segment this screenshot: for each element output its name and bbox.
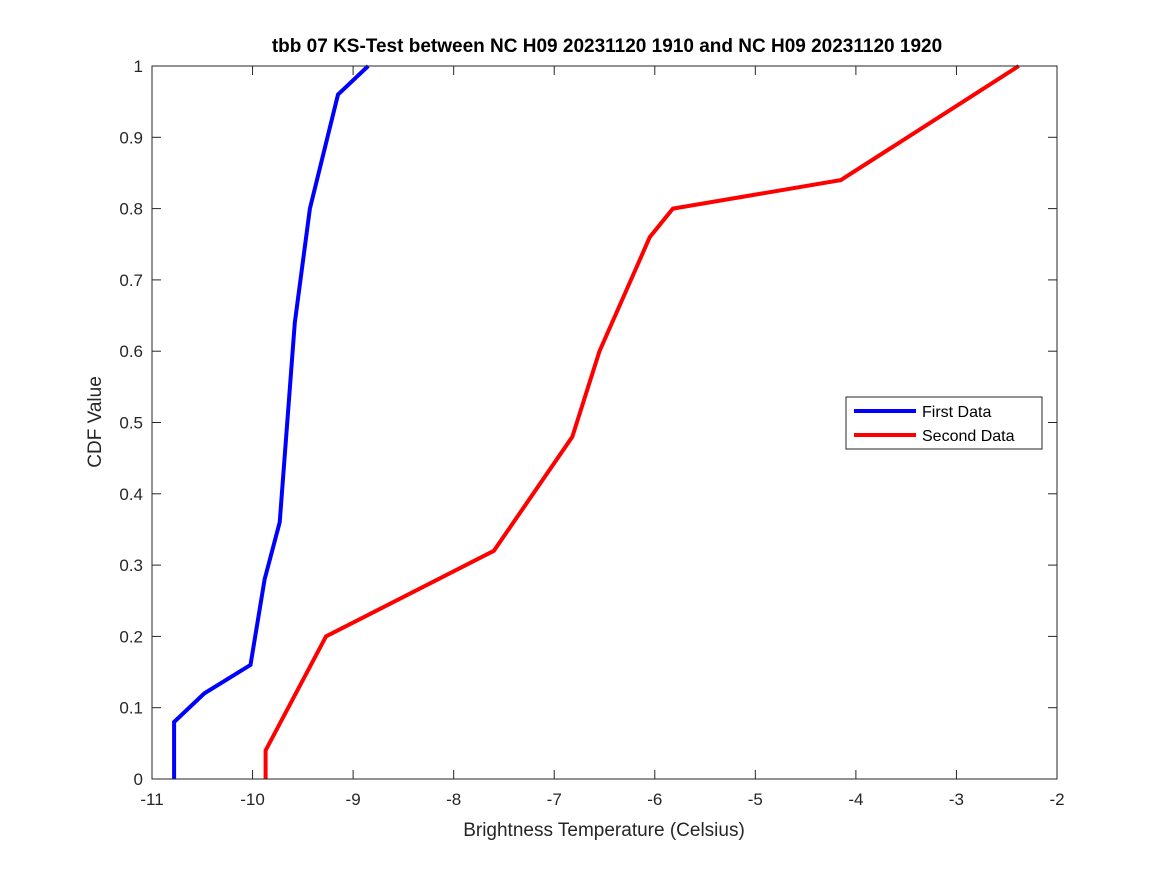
y-tick-label: 1: [134, 57, 143, 76]
x-tick-label: -10: [240, 790, 265, 809]
y-tick-label: 0.2: [119, 627, 143, 646]
legend-label-second-data: Second Data: [922, 428, 1015, 445]
y-tick-label: 0.3: [119, 556, 143, 575]
x-tick-label: -8: [446, 790, 461, 809]
chart-title: tbb 07 KS-Test between NC H09 20231120 1…: [272, 36, 942, 57]
x-tick-label: -5: [748, 790, 763, 809]
ticks-layer: -11 -10 -9 -8 -7 -6 -5 -4 -3 -2 0 0.1 0.2 0.3 0.4 0.5 0.…: [119, 57, 1064, 809]
x-tick-label: -11: [140, 790, 163, 809]
series-layer: [172, 64, 1020, 779]
y-tick-label: 0: [134, 770, 143, 789]
x-tick-label: -4: [848, 790, 863, 809]
legend-box: [845, 396, 1043, 450]
y-tick-label: 0.7: [119, 271, 143, 290]
legend: First Data Second Data: [845, 396, 1043, 450]
x-tick-label: -6: [647, 790, 662, 809]
series-line-second-data: [263, 64, 1020, 779]
x-tick-label: -3: [949, 790, 964, 809]
x-tick-label: -7: [547, 790, 562, 809]
y-tick-label: 0.9: [119, 128, 143, 147]
y-axis-label: CDF Value: [85, 376, 106, 468]
x-tick-label: -2: [1049, 790, 1064, 809]
y-tick-label: 0.4: [119, 485, 143, 504]
x-axis-label: Brightness Temperature (Celsius): [463, 820, 745, 841]
x-tick-label: -9: [346, 790, 361, 809]
y-tick-label: 0.5: [119, 414, 143, 433]
y-tick-label: 0.8: [119, 200, 143, 219]
series-line-first-data: [172, 64, 370, 779]
legend-label-first-data: First Data: [922, 404, 991, 421]
y-tick-label: 0.1: [119, 699, 143, 718]
y-tick-label: 0.6: [119, 342, 143, 361]
